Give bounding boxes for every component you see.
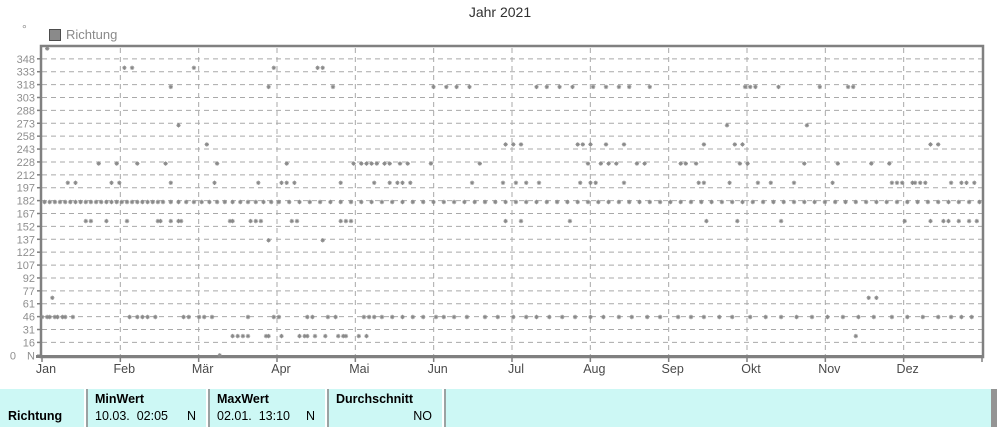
month-label: Mai	[349, 362, 369, 376]
y-tick-label: 107	[17, 260, 35, 272]
summary-table: Richtung MinWert 10.03. 02:05 N MaxWert …	[0, 389, 1000, 427]
data-points-67.5deg	[50, 295, 879, 300]
y-tick-label: 197	[17, 183, 35, 195]
maxwert-cell: MaxWert 02.01. 13:10 N	[210, 389, 325, 427]
y-tick-label: 152	[17, 221, 35, 233]
y-tick-label: 228	[17, 157, 35, 169]
y-zero-compass-label: N	[27, 350, 35, 362]
month-label: Sep	[662, 362, 684, 376]
month-label: Jan	[36, 362, 56, 376]
chart-title: Jahr 2021	[468, 4, 532, 20]
table-row-label-cell: Richtung	[0, 389, 84, 427]
maxwert-value: 02.01. 13:10	[217, 409, 290, 423]
y-tick-label: 182	[17, 196, 35, 208]
minwert-unit: N	[186, 409, 196, 423]
durchschnitt-header: Durchschnitt	[336, 392, 414, 406]
y-tick-label: 31	[23, 325, 35, 337]
y-tick-label: 303	[17, 92, 35, 104]
y-tick-label: 273	[17, 118, 35, 130]
y-tick-label: 16	[23, 337, 35, 349]
y-zero-label: 0	[10, 350, 16, 362]
data-points-247.5deg	[204, 142, 941, 147]
legend-label: Richtung	[66, 27, 118, 42]
data-points-180deg	[42, 199, 982, 205]
y-axis-unit-label: °	[22, 22, 27, 36]
month-label: Jun	[428, 362, 448, 376]
y-tick-label: 77	[23, 286, 35, 298]
y-tick-label: 333	[17, 67, 35, 79]
month-label: Feb	[114, 362, 136, 376]
month-label: Aug	[583, 362, 605, 376]
y-tick-label: 348	[17, 54, 35, 66]
table-separator	[444, 389, 446, 427]
legend-swatch-icon	[49, 28, 61, 41]
month-label: Okt	[741, 362, 761, 376]
y-tick-label: 92	[23, 273, 35, 285]
minwert-value: 10.03. 02:05	[95, 409, 168, 423]
maxwert-header: MaxWert	[217, 392, 269, 406]
y-tick-label: 318	[17, 80, 35, 92]
data-points-270deg	[176, 123, 810, 128]
minwert-cell: MinWert 10.03. 02:05 N	[88, 389, 206, 427]
y-tick-label: 46	[23, 312, 35, 324]
table-separator	[327, 389, 329, 427]
durchschnitt-cell: Durchschnitt NO	[329, 389, 442, 427]
table-right-edge-bar	[991, 389, 997, 427]
table-separator	[208, 389, 210, 427]
data-points-337.5deg	[122, 65, 325, 70]
y-tick-label: 243	[17, 144, 35, 156]
y-tick-label: 288	[17, 105, 35, 117]
maxwert-unit: N	[305, 409, 315, 423]
scatter-plot: Jan Feb Mär Apr Mai Jun Jul Aug Sep Okt Nov Dez3483…	[10, 44, 985, 376]
data-points-360deg	[45, 46, 50, 51]
table-row-label: Richtung	[8, 409, 63, 423]
y-tick-label: 61	[23, 299, 35, 311]
data-points-45deg	[39, 314, 974, 320]
y-tick-label: 258	[17, 131, 35, 143]
durchschnitt-value: NO	[413, 409, 432, 423]
minwert-header: MinWert	[95, 392, 145, 406]
y-tick-label: 137	[17, 234, 35, 246]
legend: Richtung	[49, 27, 117, 42]
month-label: Nov	[818, 362, 841, 376]
month-label: Jul	[508, 362, 524, 376]
data-points-157.5deg	[83, 218, 979, 224]
y-tick-label: 122	[17, 247, 35, 259]
y-tick-label: 212	[17, 170, 35, 182]
month-label: Apr	[271, 362, 290, 376]
month-label: Dez	[897, 362, 919, 376]
data-points-22.5deg	[230, 333, 858, 339]
data-points-0deg	[217, 353, 222, 358]
y-tick-label: 167	[17, 209, 35, 221]
table-separator	[86, 389, 88, 427]
data-points-315deg	[168, 84, 856, 90]
data-points-135deg	[266, 238, 325, 243]
table-empty-cell	[446, 389, 991, 427]
data-points-225deg	[96, 161, 892, 166]
month-label: Mär	[192, 362, 214, 376]
data-points-202.5deg	[65, 180, 977, 185]
